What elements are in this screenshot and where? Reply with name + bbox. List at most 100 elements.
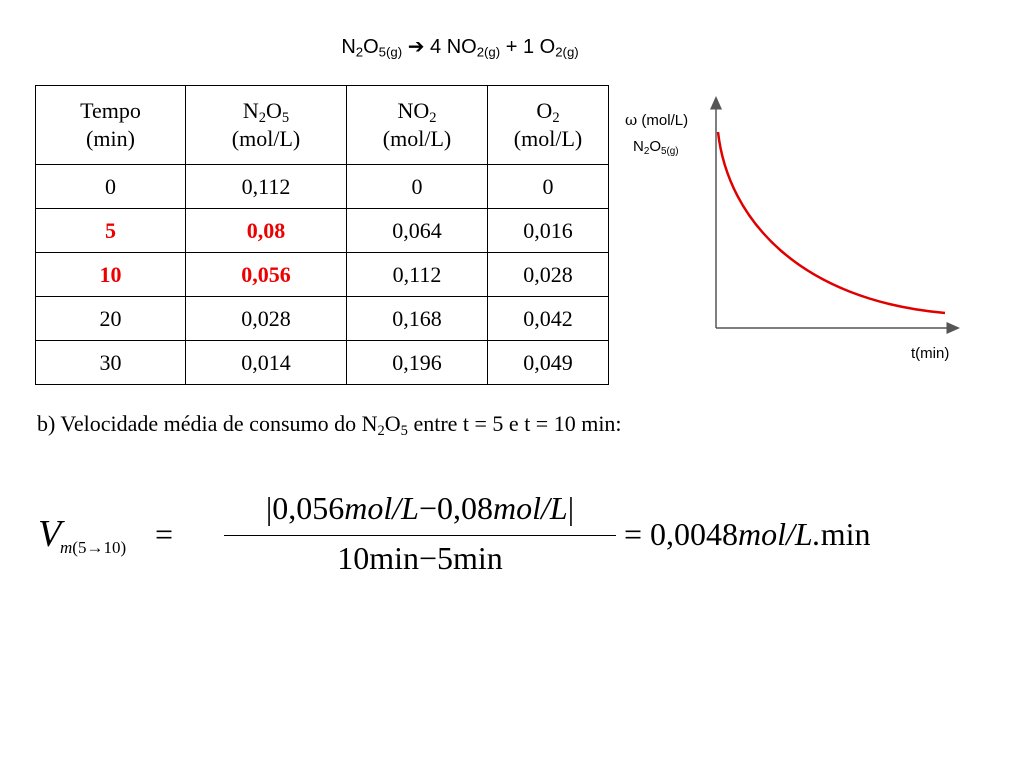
average-rate-formula: V m(5→10) = |0,056mol/L−0,08mol/L| 10min… bbox=[38, 490, 938, 590]
header-no2: NO2 (mol/L) bbox=[346, 85, 488, 165]
header-o2: O2 (mol/L) bbox=[487, 85, 609, 165]
header-label-mid: O bbox=[266, 98, 282, 123]
reactant-subscript: 2 bbox=[355, 44, 364, 60]
result-unit-min: min bbox=[820, 516, 871, 552]
product1-subscript: 2(g) bbox=[476, 44, 501, 60]
header-unit: (min) bbox=[86, 126, 135, 151]
species-subscript-state: 5(g) bbox=[661, 145, 679, 157]
table-row: 10 0,056 0,112 0,028 bbox=[35, 252, 609, 297]
header-subscript: 2 bbox=[429, 110, 437, 127]
reactant-symbol: N bbox=[341, 36, 356, 58]
num-value1: 0,056 bbox=[272, 490, 345, 526]
reactant-symbol-o: O bbox=[363, 36, 379, 58]
den-unit2: min bbox=[453, 540, 503, 576]
result-unit: mol/L. bbox=[738, 516, 821, 552]
num-minus: − bbox=[418, 490, 438, 526]
velocity-symbol: V bbox=[38, 513, 62, 555]
fraction-bar bbox=[224, 535, 616, 536]
den-minus: − bbox=[418, 540, 438, 576]
table-cell-n2o5: 0,112 bbox=[185, 164, 347, 209]
subscript-range: (5→10) bbox=[72, 538, 127, 557]
graph-y-axis-label: ω (mol/L) bbox=[625, 111, 688, 129]
concentration-table: Tempo (min) N2O5 (mol/L) NO2 (mol/L) O2 … bbox=[35, 85, 609, 385]
table-cell-o2: 0,042 bbox=[487, 296, 609, 341]
question-prefix: b) Velocidade média de consumo do N bbox=[37, 411, 378, 436]
graph-x-axis-label: t(min) bbox=[911, 345, 950, 362]
table-row: 30 0,014 0,196 0,049 bbox=[35, 340, 609, 385]
table-row: 0 0,112 0 0 bbox=[35, 164, 609, 209]
table-cell-o2: 0,049 bbox=[487, 340, 609, 385]
header-label: N bbox=[242, 98, 259, 123]
header-unit: (mol/L) bbox=[513, 126, 583, 151]
header-label: Tempo bbox=[80, 98, 141, 123]
abs-bar-open: | bbox=[265, 490, 273, 526]
table-cell-n2o5: 0,014 bbox=[185, 340, 347, 385]
num-unit2: mol/L bbox=[493, 490, 568, 526]
reaction-equation: N2O5(g) ➔ 4 NO2(g) + 1 O2(g) bbox=[280, 34, 640, 59]
question-subscript: 2 bbox=[377, 423, 385, 440]
product2-subscript: 2(g) bbox=[555, 44, 579, 60]
fraction-numerator: |0,056mol/L−0,08mol/L| bbox=[224, 490, 616, 527]
table-cell-no2: 0,196 bbox=[346, 340, 488, 385]
table-cell-o2: 0,016 bbox=[487, 208, 609, 253]
table-header-row: Tempo (min) N2O5 (mol/L) NO2 (mol/L) O2 … bbox=[35, 85, 609, 165]
header-unit: (mol/L) bbox=[231, 126, 301, 151]
fraction-denominator: 10min−5min bbox=[224, 540, 616, 577]
decay-curve bbox=[716, 131, 946, 315]
header-label: O bbox=[536, 98, 553, 123]
result-value: 0,0048 bbox=[650, 516, 738, 552]
table-cell-no2: 0,168 bbox=[346, 296, 488, 341]
product1-symbol: NO bbox=[446, 36, 477, 58]
header-subscript: 2 bbox=[552, 110, 560, 127]
header-label: NO bbox=[397, 98, 430, 123]
table-cell-time: 20 bbox=[35, 296, 186, 341]
plus-sign: + bbox=[505, 36, 518, 58]
header-unit: (mol/L) bbox=[382, 126, 452, 151]
table-cell-o2: 0,028 bbox=[487, 252, 609, 297]
header-subscript: 5 bbox=[281, 110, 290, 127]
product2-coefficient: 1 bbox=[522, 36, 535, 58]
question-suffix: entre t = 5 e t = 10 min: bbox=[407, 411, 622, 436]
question-symbol-o: O bbox=[384, 411, 401, 436]
velocity-subscript: m(5→10) bbox=[60, 538, 126, 558]
header-n2o5: N2O5 (mol/L) bbox=[185, 85, 347, 165]
header-time: Tempo (min) bbox=[35, 85, 186, 165]
question-text: b) Velocidade média de consumo do N2O5 e… bbox=[37, 411, 622, 440]
den-value1: 10 bbox=[337, 540, 370, 576]
table-cell-no2: 0,064 bbox=[346, 208, 488, 253]
den-value2: 5 bbox=[437, 540, 454, 576]
omega-symbol: ω bbox=[625, 111, 638, 129]
den-unit1: min bbox=[369, 540, 419, 576]
subscript-m: m bbox=[60, 538, 73, 557]
header-subscript: 2 bbox=[258, 110, 266, 127]
species-symbol: N bbox=[633, 138, 644, 155]
table-cell-n2o5: 0,056 bbox=[185, 252, 347, 297]
table-cell-no2: 0 bbox=[346, 164, 488, 209]
table-cell-time: 10 bbox=[35, 252, 186, 297]
table-cell-time: 30 bbox=[35, 340, 186, 385]
table-cell-time: 5 bbox=[35, 208, 186, 253]
table-cell-n2o5: 0,028 bbox=[185, 296, 347, 341]
product2-symbol: O bbox=[539, 36, 556, 58]
table-cell-no2: 0,112 bbox=[346, 252, 488, 297]
equals-sign: = bbox=[155, 516, 174, 552]
num-unit1: mol/L bbox=[344, 490, 419, 526]
formula-result: 0,0048mol/L.min bbox=[650, 516, 870, 553]
graph-species-label: N2O5(g) bbox=[633, 138, 679, 157]
product1-coefficient: 4 bbox=[430, 36, 442, 58]
table-cell-time: 0 bbox=[35, 164, 186, 209]
y-axis-unit: (mol/L) bbox=[641, 112, 689, 129]
table-row: 5 0,08 0,064 0,016 bbox=[35, 208, 609, 253]
abs-bar-close: | bbox=[567, 490, 575, 526]
concentration-decay-graph bbox=[710, 96, 960, 334]
equals-sign: = bbox=[624, 516, 643, 552]
table-row: 20 0,028 0,168 0,042 bbox=[35, 296, 609, 341]
question-subscript: 5 bbox=[400, 423, 408, 440]
table-cell-o2: 0 bbox=[487, 164, 609, 209]
species-subscript: 2 bbox=[643, 145, 650, 157]
reaction-arrow-icon: ➔ bbox=[407, 36, 425, 58]
reactant-subscript-state: 5(g) bbox=[378, 44, 403, 60]
num-value2: 0,08 bbox=[437, 490, 494, 526]
table-cell-n2o5: 0,08 bbox=[185, 208, 347, 253]
species-symbol-o: O bbox=[649, 138, 662, 155]
